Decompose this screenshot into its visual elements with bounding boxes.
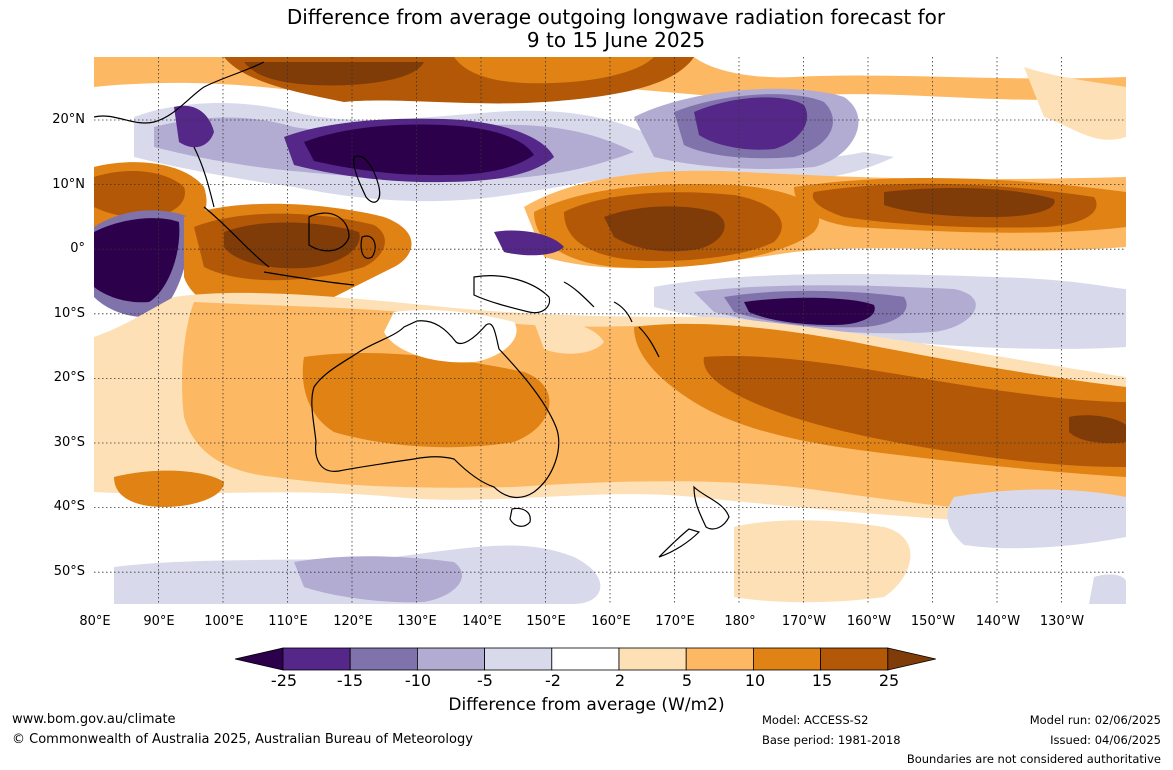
colorbar-cell [551,647,620,671]
lat-label-0: 0° [70,241,85,256]
colorbar-cell [282,647,351,671]
colorbar-label: -15 [336,671,364,690]
anomaly-shading [94,57,1126,604]
lat-label-40s: 40°S [53,499,85,514]
map-title-line-2: 9 to 15 June 2025 [526,28,706,52]
map-canvas [94,57,1126,604]
java-outline [263,271,355,286]
colorbar-cell [753,647,822,671]
australia-outline [311,320,560,499]
lat-label-20n: 20°N [52,112,85,127]
colorbar-label: -5 [477,671,493,690]
colorbar-cell [349,647,418,671]
lon-label-120e: 120°E [333,614,373,629]
colorbar-label: -25 [270,671,298,690]
new-guinea-outline [473,275,551,314]
olr-anomaly-map [94,57,1126,604]
colorbar-label: -2 [545,671,561,690]
map-title-line-1: Difference from average outgoing longwav… [286,5,946,29]
lon-label-90e: 90°E [143,614,175,629]
tasmania-outline [509,507,531,527]
lon-label-170e: 170°E [655,614,695,629]
colorbar-extend-high [887,647,936,671]
colorbar-extend-low [235,647,284,671]
model-name: Model: ACCESS-S2 [762,713,869,727]
colorbar-label: 15 [811,671,833,690]
colorbar-cell [618,647,687,671]
sumatra-outline [203,206,270,268]
new-zealand-south-outline [658,528,701,558]
colorbar-title: Difference from average (W/m2) [448,695,725,715]
lat-label-10s: 10°S [53,306,85,321]
lon-label-130e: 130°E [397,614,437,629]
colorbar-label: 10 [744,671,766,690]
lat-label-30s: 30°S [53,435,85,450]
lon-label-100e: 100°E [204,614,244,629]
coastlines [94,61,730,558]
colorbar-label: 25 [878,671,900,690]
lon-label-140e: 140°E [462,614,502,629]
lat-label-10n: 10°N [52,177,85,192]
colorbar-label: 2 [614,671,626,690]
lon-label-130w: 130°W [1039,614,1085,629]
colorbar-cell [416,647,485,671]
lon-label-150w: 150°W [910,614,956,629]
lat-label-20s: 20°S [53,370,85,385]
colorbar-label: 5 [681,671,693,690]
map-gridlines [94,57,1126,604]
new-zealand-north-outline [693,485,730,530]
colorbar-cell [484,647,553,671]
lon-label-80e: 80°E [79,614,111,629]
bom-url[interactable]: www.bom.gov.au/climate [12,712,176,727]
lon-label-140w: 140°W [975,614,1021,629]
asia-coast-outline [94,61,265,208]
colorbar-cell [685,647,754,671]
lon-label-150e: 150°E [526,614,566,629]
lon-label-170w: 170°W [781,614,827,629]
lat-label-50s: 50°S [53,564,85,579]
philippines-outline [353,155,381,203]
colorbar-cell [820,647,889,671]
sulawesi-outline [360,235,376,259]
lon-label-160w: 160°W [846,614,892,629]
pacific-islands-outline [563,281,660,358]
base-period: Base period: 1981-2018 [762,733,901,747]
lon-label-180: 180° [724,614,756,629]
lon-label-110e: 110°E [268,614,308,629]
boundary-disclaimer: Boundaries are not considered authoritat… [906,752,1161,766]
issued-date: Issued: 04/06/2025 [1050,733,1161,747]
model-run-date: Model run: 02/06/2025 [1029,713,1161,727]
colorbar-label: -10 [404,671,432,690]
lon-label-160e: 160°E [591,614,631,629]
copyright: © Commonwealth of Australia 2025, Austra… [12,732,473,747]
colorbar [235,647,936,671]
